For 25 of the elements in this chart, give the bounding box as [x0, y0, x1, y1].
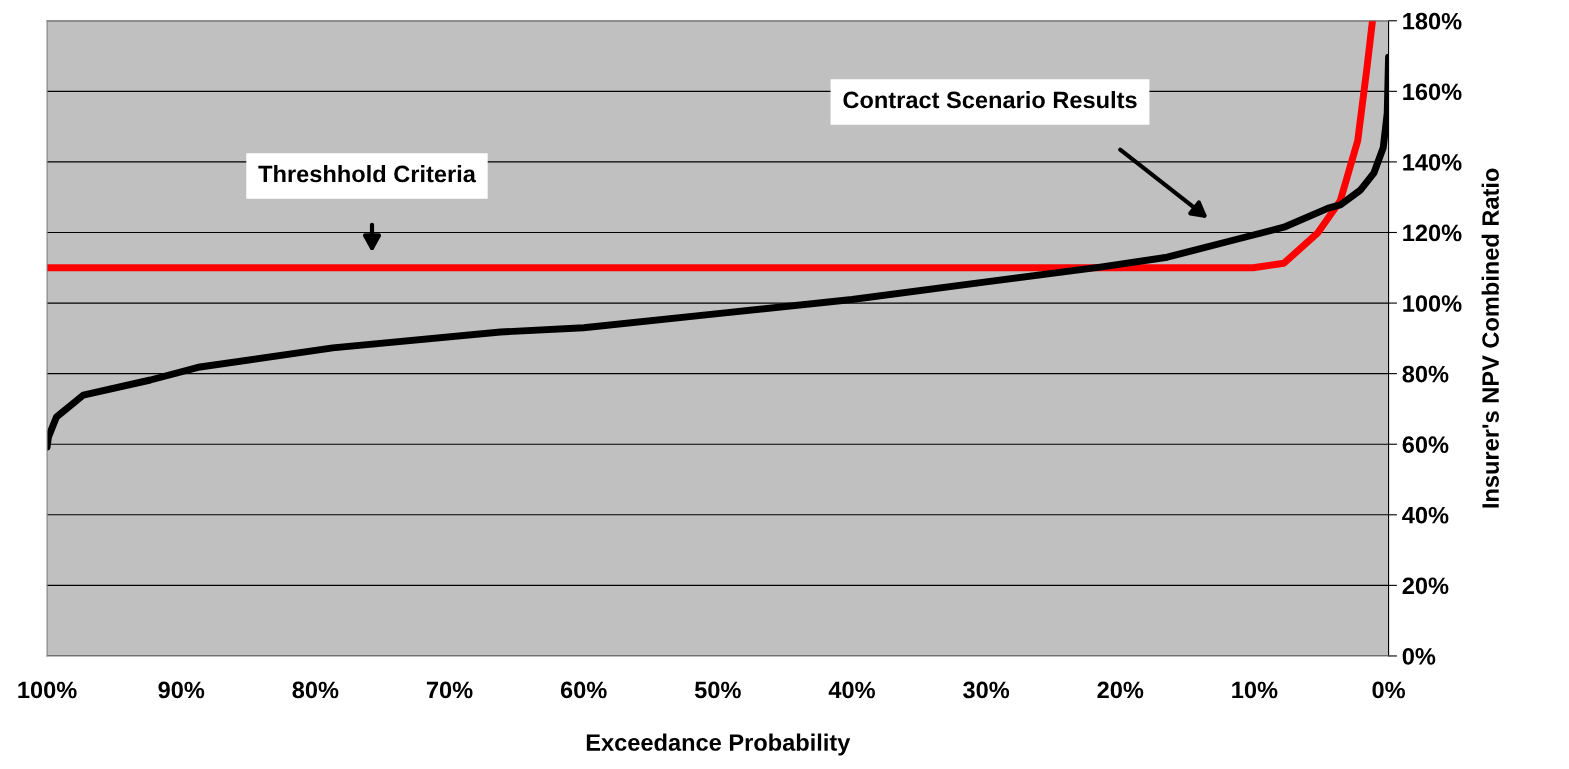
y-tick-label: 100%: [1403, 295, 1462, 312]
x-tick-label: 100%: [18, 681, 77, 699]
y-tick-label: 40%: [1402, 506, 1449, 524]
x-tick-label: 80%: [292, 681, 339, 699]
x-tick-label: 60%: [560, 681, 607, 699]
y-tick-label: 180%: [1403, 12, 1462, 30]
annotation: Contract Scenario Results: [843, 91, 1137, 109]
x-tick-label: 10%: [1232, 681, 1278, 699]
y-tick-label: 80%: [1402, 365, 1449, 383]
y-tick-label: 60%: [1402, 436, 1449, 454]
y-tick-label: 140%: [1403, 153, 1462, 171]
x-tick-label: 0%: [1372, 681, 1406, 699]
annotation: Threshhold Criteria: [258, 165, 477, 183]
x-tick-label: 40%: [828, 681, 875, 699]
x-tick-label: 20%: [1097, 681, 1144, 699]
y-tick-label: 160%: [1403, 83, 1462, 101]
x-tick-label: 90%: [158, 681, 205, 699]
y-tick-label: 120%: [1403, 224, 1462, 242]
y-tick-label: 0%: [1402, 648, 1436, 665]
x-tick-label: 70%: [426, 681, 473, 699]
x-tick-label: 50%: [694, 681, 741, 699]
x-tick-label: 30%: [963, 681, 1010, 699]
y-tick-label: 20%: [1402, 577, 1449, 595]
x-axis-title: Exceedance Probability: [586, 733, 851, 756]
y-axis-title: Insurer's NPV Combined Ratio: [1481, 168, 1499, 508]
